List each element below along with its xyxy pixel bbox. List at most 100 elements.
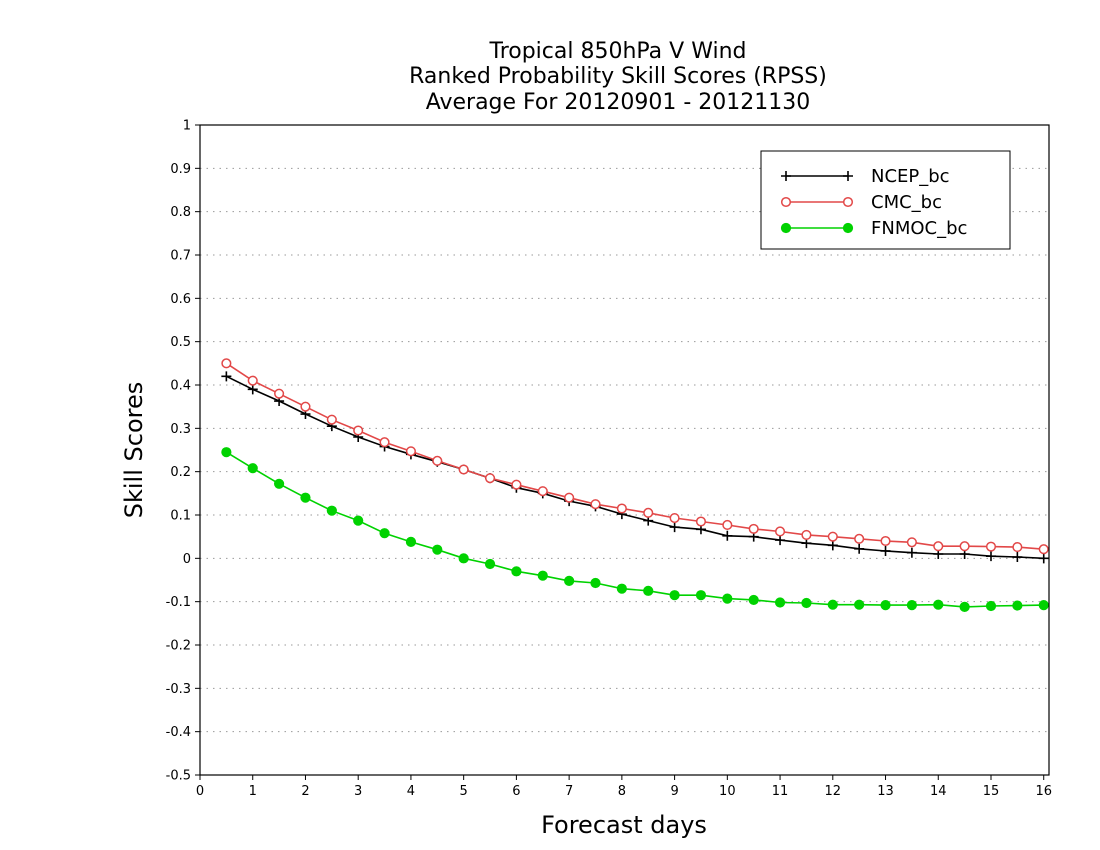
grid-lines bbox=[200, 167, 1049, 733]
x-tick-label: 4 bbox=[407, 784, 415, 799]
data-point-fnmoc-bc bbox=[458, 553, 469, 564]
legend-label-fnmoc-bc: FNMOC_bc bbox=[871, 218, 967, 239]
data-point-fnmoc-bc bbox=[1012, 600, 1023, 611]
data-point-fnmoc-bc bbox=[273, 478, 285, 489]
y-tick-label: -0.3 bbox=[166, 682, 191, 697]
data-point-fnmoc-bc bbox=[353, 515, 364, 526]
legend-marker-fnmoc-bc bbox=[842, 222, 854, 234]
data-point-ncep-bc bbox=[827, 540, 838, 551]
legend-label-cmc-bc: CMC_bc bbox=[871, 192, 942, 213]
data-point-fnmoc-bc bbox=[511, 566, 522, 577]
data-point-fnmoc-bc bbox=[933, 599, 944, 610]
x-tick-label: 0 bbox=[196, 784, 204, 799]
y-tick-label: 0.3 bbox=[170, 422, 191, 437]
data-point-fnmoc-bc bbox=[669, 590, 680, 601]
data-point-cmc-bc bbox=[326, 414, 337, 425]
data-point-cmc-bc bbox=[564, 492, 575, 503]
data-point-fnmoc-bc bbox=[722, 593, 733, 604]
legend-marker-cmc-bc bbox=[842, 196, 854, 208]
legend-box bbox=[760, 150, 1011, 250]
data-point-cmc-bc bbox=[353, 425, 364, 436]
axes: -0.5 -0.4 -0.3 -0.2 -0.1 0 0.1 0.2 0.3 0.4 0.5 0.6 0… bbox=[166, 119, 1052, 800]
data-point-cmc-bc bbox=[405, 446, 416, 457]
x-tick-label: 7 bbox=[565, 784, 573, 799]
data-point-ncep-bc bbox=[906, 547, 917, 558]
y-tick-label: 0.1 bbox=[170, 509, 191, 524]
title-line-2: Ranked Probability Skill Scores (RPSS) bbox=[409, 64, 827, 89]
data-point-fnmoc-bc bbox=[643, 585, 654, 596]
data-point-cmc-bc bbox=[379, 437, 390, 448]
series-line-cmc-bc bbox=[225, 362, 1044, 550]
x-tick-label: 3 bbox=[354, 784, 362, 799]
data-point-fnmoc-bc bbox=[432, 544, 443, 555]
x-tick-label: 16 bbox=[1035, 784, 1052, 799]
y-tick-label: 1 bbox=[183, 119, 191, 134]
data-point-fnmoc-bc bbox=[326, 505, 337, 516]
data-point-fnmoc-bc bbox=[564, 575, 575, 586]
x-axis-label: Forecast days bbox=[541, 811, 707, 839]
x-tick-label: 11 bbox=[772, 784, 789, 799]
data-point-fnmoc-bc bbox=[959, 601, 970, 612]
data-point-cmc-bc bbox=[669, 512, 680, 524]
data-point-cmc-bc bbox=[511, 479, 522, 490]
data-point-fnmoc-bc bbox=[695, 590, 707, 601]
legend-marker-fnmoc-bc bbox=[780, 222, 792, 234]
data-point-fnmoc-bc bbox=[1038, 600, 1049, 611]
data-point-fnmoc-bc bbox=[801, 597, 812, 609]
data-point-cmc-bc bbox=[274, 388, 285, 399]
data-point-fnmoc-bc bbox=[748, 594, 759, 606]
data-point-fnmoc-bc bbox=[379, 528, 390, 539]
x-tick-label: 9 bbox=[670, 784, 678, 799]
data-point-fnmoc-bc bbox=[590, 577, 601, 589]
y-tick-label: 0.9 bbox=[170, 162, 191, 177]
x-tick-label: 12 bbox=[825, 784, 842, 799]
legend-marker-ncep-bc bbox=[781, 171, 791, 181]
y-axis-label: Skill Scores bbox=[120, 382, 148, 519]
data-point-cmc-bc bbox=[722, 519, 733, 531]
data-point-ncep-bc bbox=[1038, 553, 1049, 564]
y-tick-label: 0.8 bbox=[170, 205, 191, 220]
y-tick-label: 0.6 bbox=[170, 292, 191, 307]
x-tick-label: 2 bbox=[301, 784, 309, 799]
data-point-fnmoc-bc bbox=[537, 570, 548, 581]
data-point-ncep-bc bbox=[880, 545, 891, 556]
data-point-fnmoc-bc bbox=[854, 599, 865, 610]
data-point-cmc-bc bbox=[748, 523, 759, 534]
data-point-cmc-bc bbox=[827, 531, 838, 542]
series-layer bbox=[221, 358, 1049, 612]
data-point-fnmoc-bc bbox=[221, 447, 232, 458]
y-tick-label: -0.2 bbox=[166, 639, 191, 654]
y-tick-label: 0.7 bbox=[170, 249, 191, 264]
series-ncep-bc bbox=[221, 371, 1049, 564]
data-point-cmc-bc bbox=[985, 541, 997, 552]
y-tick-label: -0.1 bbox=[166, 595, 191, 610]
series-fnmoc-bc bbox=[221, 447, 1049, 612]
x-tick-label: 6 bbox=[512, 784, 520, 799]
data-point-fnmoc-bc bbox=[774, 597, 786, 608]
data-point-cmc-bc bbox=[643, 507, 654, 518]
data-point-ncep-bc bbox=[854, 543, 865, 554]
chart-title: Tropical 850hPa V Wind Ranked Probabilit… bbox=[409, 39, 827, 115]
data-point-cmc-bc bbox=[484, 473, 496, 484]
data-point-ncep-bc bbox=[722, 530, 733, 541]
data-point-cmc-bc bbox=[300, 401, 311, 412]
y-tick-label: 0.4 bbox=[170, 379, 191, 394]
x-tick-label: 13 bbox=[877, 784, 894, 799]
data-point-fnmoc-bc bbox=[906, 600, 917, 611]
y-tick-label: -0.5 bbox=[166, 769, 191, 784]
data-point-ncep-bc bbox=[669, 522, 680, 533]
data-point-cmc-bc bbox=[906, 537, 917, 548]
data-point-cmc-bc bbox=[801, 529, 812, 540]
x-tick-label: 8 bbox=[618, 784, 626, 799]
data-point-cmc-bc bbox=[775, 526, 786, 537]
series-line-ncep-bc bbox=[226, 375, 1044, 560]
data-point-fnmoc-bc bbox=[247, 463, 258, 474]
y-tick-label: 0.5 bbox=[170, 335, 191, 350]
x-tick-label: 5 bbox=[460, 784, 468, 799]
data-point-ncep-bc bbox=[221, 371, 232, 382]
data-point-cmc-bc bbox=[933, 541, 944, 552]
data-point-cmc-bc bbox=[432, 455, 443, 466]
series-cmc-bc bbox=[221, 358, 1049, 555]
data-point-ncep-bc bbox=[775, 535, 786, 546]
